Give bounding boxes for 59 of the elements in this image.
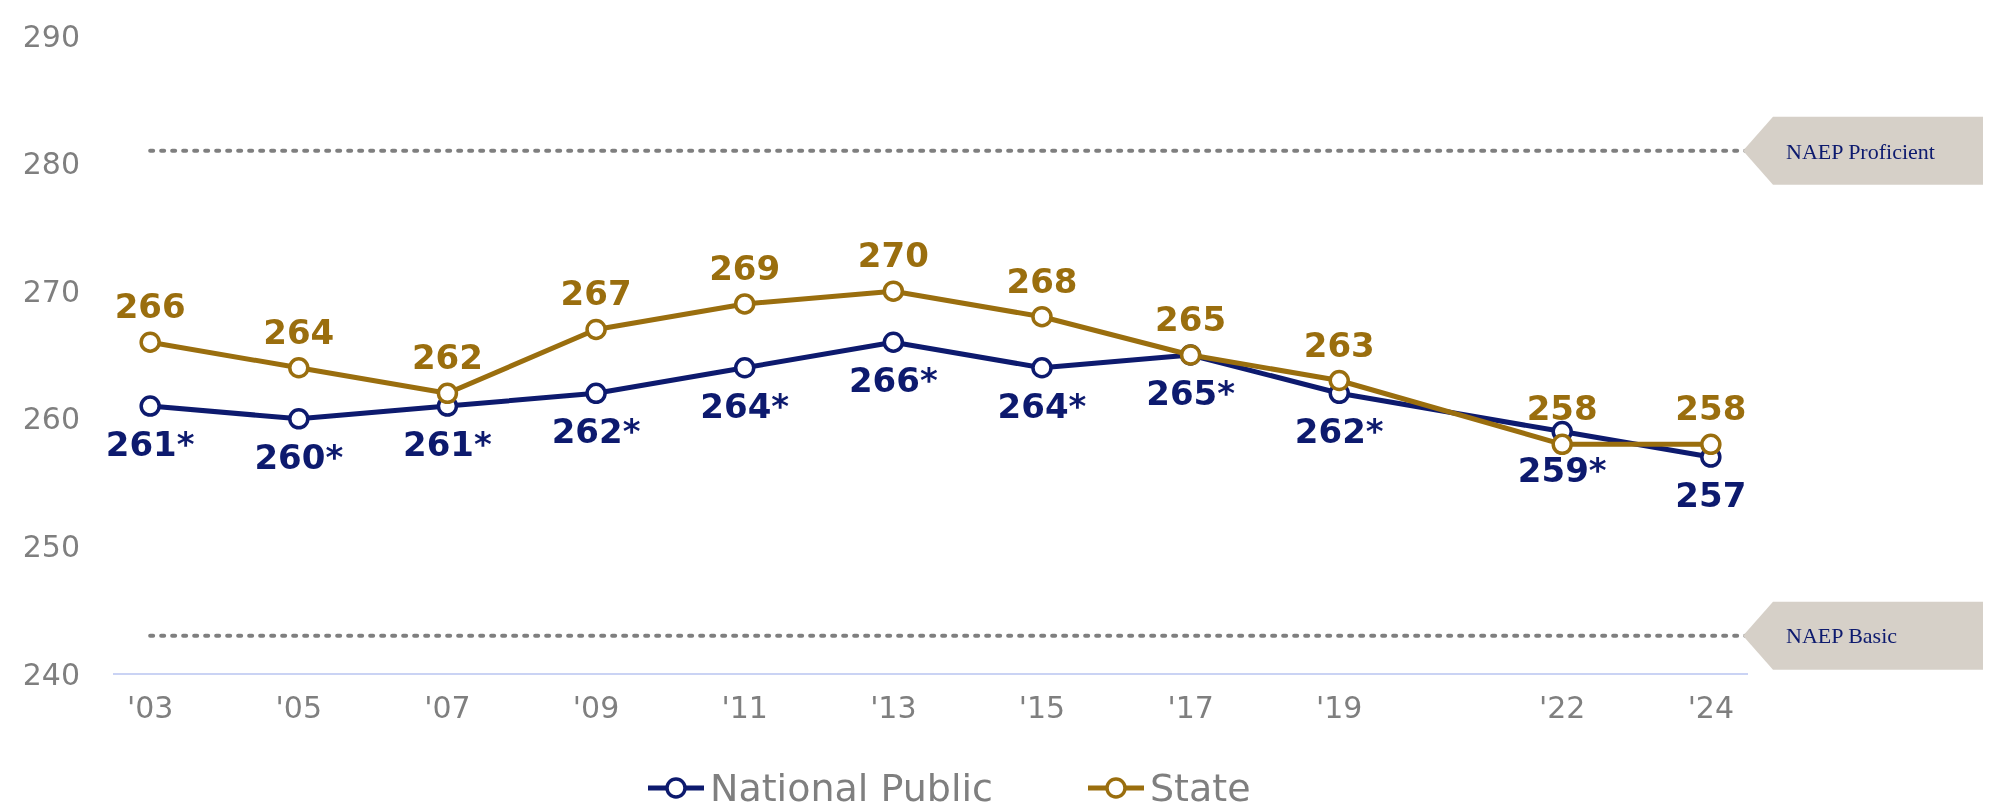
ref-line-label: NAEP Basic: [1786, 623, 1898, 649]
point: [1031, 305, 1053, 328]
data-label: 257: [1675, 475, 1747, 516]
point: [585, 382, 607, 405]
point: [288, 408, 310, 430]
data-label: 264*: [997, 385, 1087, 426]
data-label: 267: [560, 273, 632, 314]
data-label: 264*: [700, 385, 790, 426]
point: [585, 318, 607, 341]
data-label: 265: [1155, 299, 1227, 339]
x-tick-label: '17: [1167, 690, 1214, 725]
x-tick-label: '05: [275, 690, 323, 725]
point: [1551, 433, 1573, 456]
point: [1328, 369, 1350, 392]
y-tick-label: 240: [22, 656, 80, 692]
point: [733, 357, 756, 379]
y-tick-label: 280: [22, 146, 80, 182]
ref-line-label: NAEP Proficient: [1786, 138, 1935, 164]
x-tick-label: '03: [126, 690, 174, 725]
legend-label: State: [1150, 766, 1251, 802]
data-label: 262*: [1294, 411, 1384, 452]
data-label: 262: [411, 337, 483, 378]
data-label: 265*: [1146, 373, 1236, 413]
y-tick-label: 270: [22, 273, 80, 309]
y-tick-label: 260: [22, 401, 80, 437]
x-tick-label: '13: [870, 690, 917, 725]
y-tick-label: 290: [22, 18, 80, 54]
x-tick-label: '24: [1687, 690, 1735, 725]
point: [139, 331, 161, 353]
data-label: 258: [1675, 388, 1747, 429]
y-tick-label: 250: [22, 528, 80, 564]
x-tick-label: '15: [1018, 690, 1066, 725]
x-tick-label: '11: [721, 690, 768, 725]
point: [733, 293, 756, 315]
point: [1031, 357, 1053, 379]
point: [882, 280, 905, 302]
point: [436, 382, 459, 405]
point: [882, 331, 905, 353]
point: [1700, 433, 1722, 456]
data-label: 266: [114, 286, 186, 327]
data-label: 261*: [105, 424, 195, 465]
data-label: 260*: [254, 436, 344, 477]
data-label: 259*: [1517, 449, 1607, 490]
data-label: 270: [857, 235, 929, 276]
data-label: 262*: [551, 411, 641, 452]
point: [288, 357, 310, 379]
data-label: 258: [1526, 388, 1598, 429]
data-label: 264: [263, 311, 335, 352]
data-label: 263: [1303, 324, 1375, 365]
legend-label: National Public: [710, 766, 993, 802]
x-tick-label: '19: [1316, 690, 1363, 725]
data-label: 269: [709, 247, 781, 288]
x-tick-label: '07: [424, 690, 471, 725]
x-tick-label: '09: [572, 690, 620, 725]
data-label: 266*: [848, 360, 938, 401]
x-tick-label: '22: [1538, 690, 1586, 725]
data-label: 268: [1006, 260, 1078, 301]
data-label: 261*: [403, 424, 493, 465]
point: [139, 395, 161, 417]
